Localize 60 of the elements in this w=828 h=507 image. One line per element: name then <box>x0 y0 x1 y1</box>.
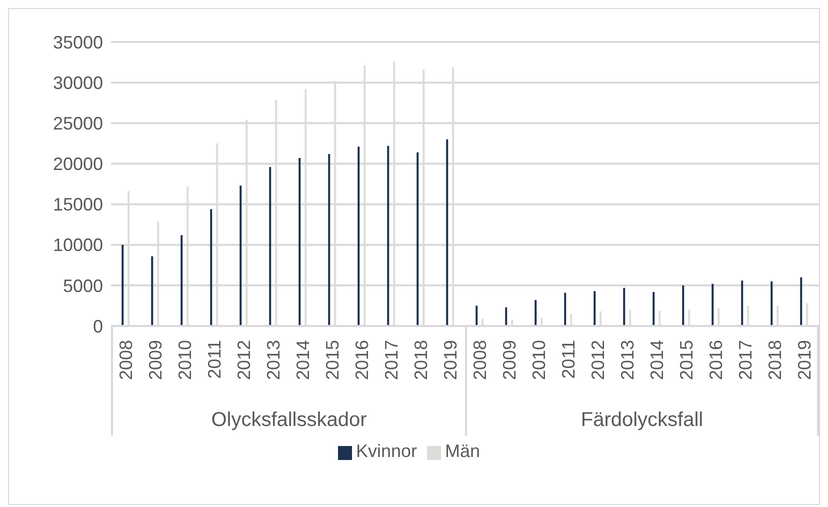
x-tick-label: 2010 <box>528 340 549 380</box>
bar <box>416 152 419 326</box>
x-tick-label: 2008 <box>470 340 490 380</box>
bar <box>240 186 242 326</box>
bar <box>505 307 508 326</box>
x-tick-label: 2009 <box>499 340 520 380</box>
bar <box>712 284 714 326</box>
bar <box>210 209 212 326</box>
bar <box>534 300 537 326</box>
y-tick-label: 15000 <box>52 194 103 215</box>
y-tick-label: 0 <box>92 316 103 336</box>
legend-label: Män <box>445 441 480 461</box>
bar <box>446 139 448 326</box>
y-tick-label: 10000 <box>52 235 103 256</box>
x-tick-label: 2019 <box>440 340 460 380</box>
x-tick-label: 2011 <box>558 340 578 379</box>
bar <box>741 280 744 326</box>
x-tick-label: 2015 <box>322 340 342 380</box>
bar <box>682 285 684 326</box>
y-tick-label: 25000 <box>52 114 103 134</box>
x-tick-label: 2016 <box>706 340 726 380</box>
y-tick-label: 30000 <box>52 72 103 93</box>
bar <box>269 166 272 326</box>
x-tick-label: 2017 <box>381 340 402 380</box>
y-tick-label: 20000 <box>52 154 103 174</box>
text: Olycksfallsskador <box>210 409 368 432</box>
bar <box>476 306 478 326</box>
bar <box>358 146 360 326</box>
x-tick-label: 2010 <box>174 340 195 380</box>
x-tick-label: 2011 <box>204 340 224 379</box>
x-tick-label: 2014 <box>292 340 313 380</box>
x-tick-label: 2017 <box>735 340 756 380</box>
bar <box>770 281 773 326</box>
x-tick-label: 2014 <box>646 340 667 380</box>
x-tick-label: 2018 <box>410 340 431 380</box>
x-tick-label: 2015 <box>676 340 696 380</box>
bar <box>328 154 330 326</box>
x-tick-label: 2016 <box>352 340 372 380</box>
bar <box>151 256 154 326</box>
legend-label: Kvinnor <box>356 441 417 461</box>
x-tick-label: 2018 <box>764 340 785 380</box>
bar <box>122 244 124 326</box>
x-tick-label: 2019 <box>794 340 814 380</box>
bar <box>652 292 655 326</box>
x-tick-label: 2013 <box>617 340 638 380</box>
x-tick-label: 2009 <box>145 340 166 380</box>
y-tick-label: 5000 <box>62 276 103 296</box>
x-tick-label: 2012 <box>588 340 608 380</box>
bar <box>594 291 596 326</box>
bar <box>564 292 566 326</box>
bar <box>800 277 802 326</box>
x-tick-label: 2008 <box>116 340 136 380</box>
bar <box>298 158 301 326</box>
y-tick-label: 35000 <box>52 32 103 52</box>
bar <box>387 146 390 326</box>
text: Färdolycksfall <box>580 409 704 432</box>
bar <box>623 288 626 326</box>
x-tick-label: 2012 <box>234 340 254 380</box>
bar <box>180 235 183 326</box>
x-tick-label: 2013 <box>263 340 284 380</box>
